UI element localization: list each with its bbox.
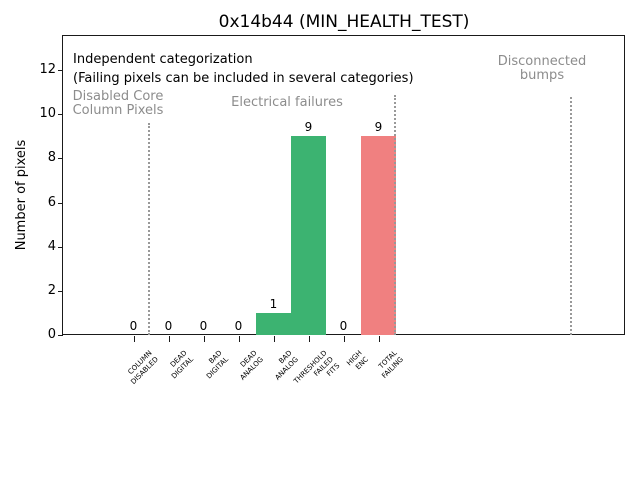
section-label-line: bumps	[519, 68, 565, 83]
section-label: Disconnected bumps	[467, 55, 617, 83]
chart-title: 0x14b44 (MIN_HEALTH_TEST)	[218, 12, 470, 32]
y-tick-label: 10	[39, 106, 56, 121]
bar-value-label: 0	[164, 319, 173, 333]
x-tick	[238, 336, 240, 342]
y-tick-label: 2	[47, 283, 56, 298]
section-label-line: Disabled Core	[72, 89, 164, 104]
section-divider	[394, 95, 396, 335]
y-tick-label: 4	[47, 239, 56, 254]
section-label: Disabled Core Column Pixels	[43, 90, 193, 118]
y-tick	[58, 335, 63, 336]
y-tick-label: 6	[47, 195, 56, 210]
section-divider	[570, 97, 572, 335]
section-label-line: Column Pixels	[72, 103, 164, 118]
bar	[361, 136, 396, 335]
bar-value-label: 0	[234, 319, 243, 333]
bar-value-label: 9	[374, 120, 383, 134]
bar-value-label: 0	[339, 319, 348, 333]
x-tick	[168, 336, 170, 342]
y-tick	[58, 70, 63, 71]
y-tick	[58, 203, 63, 204]
section-label-line: Electrical failures	[231, 95, 343, 110]
bar	[256, 313, 291, 335]
annotation-text: Independent categorization (Failing pixe…	[73, 50, 414, 88]
bar-value-label: 0	[129, 319, 138, 333]
x-tick	[378, 336, 380, 342]
bar	[291, 136, 326, 335]
x-tick	[273, 336, 275, 342]
y-tick	[58, 291, 63, 292]
x-tick	[133, 336, 135, 342]
bar-value-label: 0	[199, 319, 208, 333]
y-tick	[58, 247, 63, 248]
y-tick	[58, 114, 63, 115]
annotation-line-2: (Failing pixels can be included in sever…	[73, 71, 414, 86]
plot-frame	[62, 35, 625, 335]
y-tick	[58, 158, 63, 159]
section-label-line: Disconnected	[497, 54, 587, 69]
bar-value-label: 9	[304, 120, 313, 134]
section-divider	[148, 123, 150, 335]
y-tick-label: 12	[39, 62, 56, 77]
annotation-line-1: Independent categorization	[73, 52, 253, 67]
x-tick	[203, 336, 205, 342]
x-tick	[308, 336, 310, 342]
bar-value-label: 1	[269, 297, 278, 311]
y-tick-label: 0	[47, 327, 56, 342]
y-tick-label: 8	[47, 150, 56, 165]
section-label: Electrical failures	[202, 96, 372, 110]
x-tick	[343, 336, 345, 342]
